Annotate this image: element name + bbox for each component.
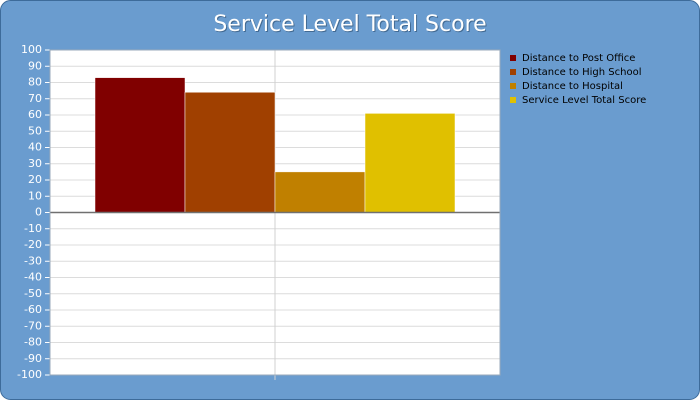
y-tick-label: 80 [28, 76, 42, 89]
y-tick-label: -50 [24, 287, 42, 300]
legend-label: Distance to Post Office [522, 53, 635, 64]
y-tick-label: -40 [24, 271, 42, 284]
y-tick-label: 60 [28, 108, 42, 121]
bar [364, 113, 456, 213]
bar [274, 171, 366, 213]
y-tick-label: 30 [28, 157, 42, 170]
y-tick-label: 40 [28, 141, 42, 154]
legend-label: Distance to Hospital [522, 81, 623, 92]
y-tick-label: -90 [24, 352, 42, 365]
y-tick-label: 20 [28, 173, 42, 186]
bar [184, 92, 276, 213]
chart-title-shadow: Service Level Total Score [214, 13, 487, 38]
y-tick-label: 50 [28, 124, 42, 137]
y-tick-label: -70 [24, 319, 42, 332]
y-tick-label: 0 [35, 206, 42, 219]
y-tick-label: -100 [17, 368, 42, 381]
y-tick-label: 100 [21, 43, 42, 56]
y-tick-label: 70 [28, 92, 42, 105]
y-tick-label: -60 [24, 303, 42, 316]
y-tick-label: -30 [24, 254, 42, 267]
y-tick-label: 10 [28, 189, 42, 202]
legend-swatch [510, 69, 516, 75]
y-tick-label: -80 [24, 336, 42, 349]
plot-border [49, 49, 501, 376]
y-tick-label: -20 [24, 238, 42, 251]
legend-label: Service Level Total Score [522, 95, 646, 106]
legend-swatch [510, 83, 516, 89]
bar [94, 77, 186, 213]
y-tick-label: -10 [24, 222, 42, 235]
legend-swatch [510, 55, 516, 61]
legend-label: Distance to High School [522, 67, 641, 78]
y-tick-label: 90 [28, 59, 42, 72]
legend-swatch [510, 97, 516, 103]
chart-title: Service Level Total Score [213, 12, 486, 37]
